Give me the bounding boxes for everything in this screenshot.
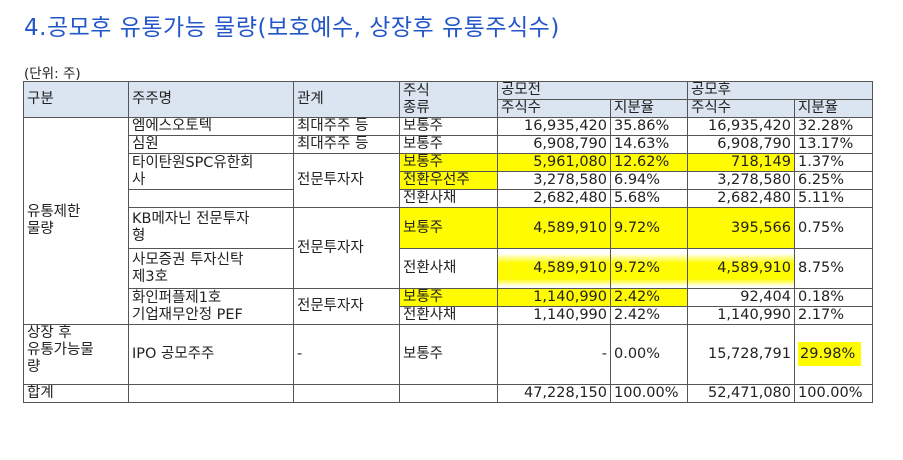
table-row: 사모증권 투자신탁 제3호 전환사채 4,589,910 9.72% 4,589…	[24, 248, 873, 289]
post-shares-cell: 15,728,791	[687, 324, 795, 385]
stock-type-cell: 보통주	[399, 135, 498, 154]
pre-shares-cell: 5,961,080	[497, 153, 611, 172]
total-row: 합계 47,228,150 100.00% 52,471,080 100.00%	[23, 384, 873, 403]
post-shares-cell: 718,149	[687, 153, 795, 172]
post-ratio-highlight: 29.98%	[798, 342, 862, 366]
stock-type-cell: 전환사채	[399, 189, 498, 208]
table-row: 상장 후 유통가능물 량 IPO 공모주주 - 보통주 - 0.00% 15,7…	[23, 324, 873, 385]
stock-type-cell: 보통주	[399, 207, 498, 249]
pre-ratio-cell: 35.86%	[610, 117, 688, 136]
relation-cell: 최대주주 등	[293, 135, 400, 154]
post-shares-cell: 395,566	[687, 207, 795, 249]
post-ratio-cell: 0.75%	[794, 207, 873, 249]
shareholder-name: KB메자닌 전문투자 형	[128, 207, 294, 249]
pre-shares-cell: 2,682,480	[497, 189, 611, 208]
post-ratio-cell: 29.98%	[794, 324, 873, 385]
shareholder-name: 심원	[128, 135, 294, 154]
table-row: 화인퍼플제1호 기업재무안정 PEF 전문투자자 보통주 1,140,990 2…	[24, 288, 873, 325]
total-label: 합계	[23, 384, 129, 403]
table-row: 타이탄원SPC유한회 사 전문투자자 보통주 5,961,080 12.62% …	[24, 153, 873, 208]
page-title: 4.공모후 유통가능 물량(보호예수, 상장후 유통주식수)	[24, 15, 560, 41]
pre-ratio-cell: 6.94%	[610, 171, 688, 190]
table-row: 심원 최대주주 등 보통주 6,908,790 14.63% 6,908,790…	[24, 135, 873, 154]
empty-cell	[128, 384, 294, 403]
group-tradable: 상장 후 유통가능물 량	[23, 324, 129, 385]
empty-cell	[399, 384, 498, 403]
stock-type-cell: 보통주	[399, 288, 498, 307]
table-row: 전환사채 2,682,480 5.68% 2,682,480 5.11%	[24, 189, 873, 208]
relation-cell: 전문투자자	[293, 207, 400, 289]
pre-shares-cell: 6,908,790	[497, 135, 611, 154]
table-row: 유통제한 물량 엠에스오토텍 최대주주 등 보통주 16,935,420 35.…	[23, 117, 873, 325]
stock-type-cell: 보통주	[399, 324, 498, 385]
post-shares-cell: 92,404	[687, 288, 795, 307]
stock-type-cell: 보통주	[399, 153, 498, 172]
shareholder-name: 화인퍼플제1호 기업재무안정 PEF	[128, 288, 294, 325]
post-ratio-cell: 2.17%	[794, 306, 873, 325]
pre-ratio-cell: 5.68%	[610, 189, 688, 208]
total-pre-ratio: 100.00%	[610, 384, 688, 403]
stock-type-cell: 전환사채	[399, 248, 498, 289]
post-ratio-cell: 32.28%	[794, 117, 873, 136]
relation-cell: 전문투자자	[293, 153, 400, 208]
post-ratio-cell: 8.75%	[794, 248, 873, 289]
pre-ratio-cell: 14.63%	[610, 135, 688, 154]
total-post-shares: 52,471,080	[687, 384, 795, 403]
pre-ratio-cell: 2.42%	[610, 288, 688, 307]
post-shares-cell: 3,278,580	[687, 171, 795, 190]
header-before-ipo: 공모전	[497, 81, 688, 100]
shareholder-name: 엠에스오토텍	[128, 117, 294, 136]
post-shares-cell: 4,589,910	[687, 248, 795, 289]
header-relation: 관계	[293, 81, 400, 118]
pre-shares-cell: 4,589,910	[497, 207, 611, 249]
post-ratio-cell: 1.37%	[794, 153, 873, 172]
table-row: KB메자닌 전문투자 형 전문투자자 보통주 4,589,910 9.72% 3…	[24, 207, 873, 289]
pre-ratio-cell: 2.42%	[610, 306, 688, 325]
total-post-ratio: 100.00%	[794, 384, 873, 403]
post-ratio-cell: 6.25%	[794, 171, 873, 190]
post-shares-cell: 1,140,990	[687, 306, 795, 325]
header-shareholder: 주주명	[128, 81, 294, 118]
post-ratio-cell: 5.11%	[794, 189, 873, 208]
post-ratio-cell: 0.18%	[794, 288, 873, 307]
pre-ratio-cell: 0.00%	[610, 324, 688, 385]
shareholder-name: 타이탄원SPC유한회 사	[128, 153, 294, 190]
header-after-ipo: 공모후	[687, 81, 873, 100]
shareholder-name: IPO 공모주주	[128, 324, 294, 385]
header-pre-shares: 주식수	[497, 99, 611, 118]
pre-shares-cell: 16,935,420	[497, 117, 611, 136]
pre-shares-cell: 1,140,990	[497, 288, 611, 307]
group-restricted: 유통제한 물량	[23, 117, 129, 325]
post-shares-cell: 2,682,480	[687, 189, 795, 208]
header-post-shares: 주식수	[687, 99, 795, 118]
post-ratio-cell: 13.17%	[794, 135, 873, 154]
shareholder-name-empty	[128, 189, 294, 208]
pre-shares-cell: 3,278,580	[497, 171, 611, 190]
header-category: 구분	[23, 81, 129, 118]
stock-type-cell: 전환사채	[399, 306, 498, 325]
empty-cell	[293, 384, 400, 403]
pre-ratio-cell: 9.72%	[610, 207, 688, 249]
post-shares-cell: 6,908,790	[687, 135, 795, 154]
pre-shares-cell: 1,140,990	[497, 306, 611, 325]
relation-cell: 전문투자자	[293, 288, 400, 325]
relation-cell: -	[293, 324, 400, 385]
post-shares-cell: 16,935,420	[687, 117, 795, 136]
shareholder-name: 사모증권 투자신탁 제3호	[128, 248, 294, 289]
distribution-table: 구분 주주명 관계 주식 종류 공모전 공모후 주식수 지분율 주식수 지분율 …	[23, 81, 873, 403]
pre-ratio-cell: 12.62%	[610, 153, 688, 172]
header-pre-ratio: 지분율	[610, 99, 688, 118]
total-pre-shares: 47,228,150	[497, 384, 611, 403]
pre-shares-cell: -	[497, 324, 611, 385]
header-stock-type: 주식 종류	[399, 81, 498, 118]
stock-type-cell: 전환우선주	[399, 171, 498, 190]
table-row: 전환우선주 3,278,580 6.94% 3,278,580 6.25%	[24, 171, 873, 190]
stock-type-cell: 보통주	[399, 117, 498, 136]
relation-cell: 최대주주 등	[293, 117, 400, 136]
header-post-ratio: 지분율	[794, 99, 873, 118]
pre-shares-cell: 4,589,910	[497, 248, 611, 289]
pre-ratio-cell: 9.72%	[610, 248, 688, 289]
unit-label: (단위: 주)	[24, 66, 81, 82]
